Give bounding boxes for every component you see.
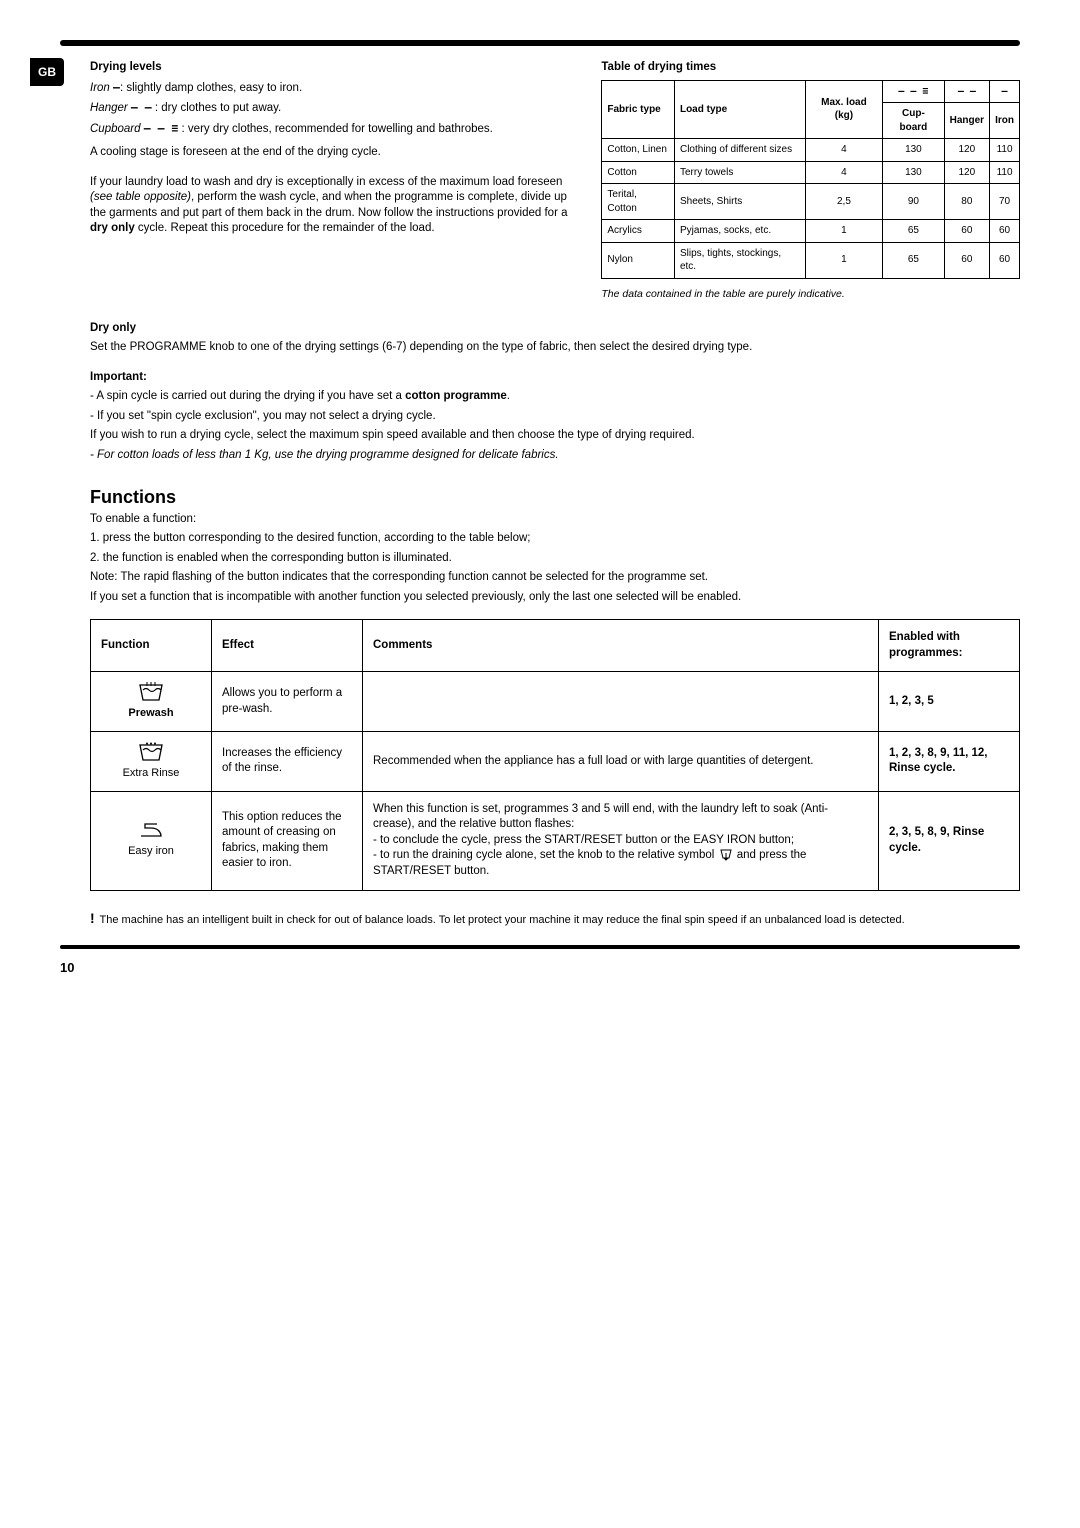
col-max: Max. load (kg) bbox=[805, 80, 882, 139]
functions-step2: 2. the function is enabled when the corr… bbox=[90, 551, 1020, 567]
iron-label: Iron bbox=[90, 82, 110, 94]
col-fabric: Fabric type bbox=[602, 80, 675, 139]
functions-table: Function Effect Comments Enabled with pr… bbox=[90, 619, 1020, 890]
drain-icon bbox=[718, 848, 734, 862]
warning-icon: ! bbox=[90, 910, 95, 926]
cupboard-symbol: — — ≡ bbox=[144, 121, 179, 135]
col-function: Function bbox=[91, 620, 212, 672]
drying-table-section: Table of drying times Fabric type Load t… bbox=[601, 60, 1020, 305]
col-load: Load type bbox=[674, 80, 805, 139]
hanger-symbol: — — bbox=[131, 100, 152, 114]
prewash-icon bbox=[138, 682, 164, 702]
table-note: The data contained in the table are pure… bbox=[601, 287, 1020, 301]
cooling-note: A cooling stage is foreseen at the end o… bbox=[90, 145, 571, 161]
drying-times-table: Fabric type Load type Max. load (kg) — —… bbox=[601, 80, 1020, 279]
functions-title: Functions bbox=[90, 485, 1020, 509]
functions-step1: 1. press the button corresponding to the… bbox=[90, 531, 1020, 547]
drying-table-title: Table of drying times bbox=[601, 60, 1020, 76]
important-l4: - For cotton loads of less than 1 Kg, us… bbox=[90, 448, 1020, 464]
col-hanger: Hanger bbox=[944, 103, 989, 139]
col-cupboard: Cup-board bbox=[883, 103, 944, 139]
col-iron: Iron bbox=[990, 103, 1020, 139]
extra-rinse-icon bbox=[138, 742, 164, 762]
important-title: Important: bbox=[90, 371, 147, 383]
table-row: Easy iron This option reduces the amount… bbox=[91, 791, 1020, 890]
dry-only-text: Set the PROGRAMME knob to one of the dry… bbox=[90, 340, 1020, 356]
functions-incompat: If you set a function that is incompatib… bbox=[90, 590, 1020, 606]
table-row: CottonTerry towels4130120110 bbox=[602, 161, 1020, 184]
table-row: AcrylicsPyjamas, socks, etc.1656060 bbox=[602, 220, 1020, 243]
balance-warning: ! The machine has an intelligent built i… bbox=[90, 909, 1020, 928]
col-comments: Comments bbox=[363, 620, 879, 672]
table-row: Cotton, LinenClothing of different sizes… bbox=[602, 139, 1020, 162]
top-rule bbox=[60, 40, 1020, 46]
locale-tab: GB bbox=[30, 58, 64, 86]
table-row: Terital, CottonSheets, Shirts2,5908070 bbox=[602, 184, 1020, 220]
easy-iron-icon bbox=[137, 822, 165, 840]
functions-intro: To enable a function: bbox=[90, 512, 1020, 528]
cupboard-label: Cupboard bbox=[90, 123, 141, 135]
dry-only-title: Dry only bbox=[90, 322, 136, 334]
drying-levels-title: Drying levels bbox=[90, 60, 571, 76]
page-number: 10 bbox=[60, 959, 1020, 977]
functions-note: Note: The rapid flashing of the button i… bbox=[90, 570, 1020, 586]
iron-symbol: — bbox=[113, 80, 120, 94]
important-l2: - If you set "spin cycle exclusion", you… bbox=[90, 409, 1020, 425]
drying-levels-section: Drying levels Iron —: slightly damp clot… bbox=[90, 60, 571, 305]
important-l3: If you wish to run a drying cycle, selec… bbox=[90, 428, 1020, 444]
table-row: Extra Rinse Increases the efficiency of … bbox=[91, 732, 1020, 792]
col-enabled: Enabled with programmes: bbox=[879, 620, 1020, 672]
table-row: Prewash Allows you to perform a pre-wash… bbox=[91, 672, 1020, 732]
hanger-label: Hanger bbox=[90, 102, 128, 114]
table-row: NylonSlips, tights, stockings, etc.16560… bbox=[602, 242, 1020, 278]
overload-note: If your laundry load to wash and dry is … bbox=[90, 175, 571, 237]
bottom-rule bbox=[60, 945, 1020, 949]
col-effect: Effect bbox=[212, 620, 363, 672]
page-content: Drying levels Iron —: slightly damp clot… bbox=[90, 60, 1020, 927]
